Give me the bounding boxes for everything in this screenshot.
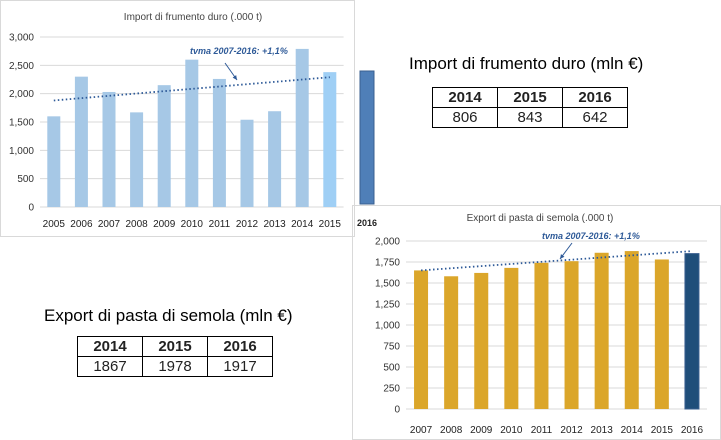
chart-frame (0, 0, 355, 237)
table-header-row: 2014 2015 2016 (77, 336, 273, 357)
y-tick-label: 1,250 (375, 300, 400, 311)
x-tick-label: 2007 (410, 425, 433, 436)
x-tick-label: 2011 (209, 219, 231, 230)
bar-2014 (624, 251, 639, 409)
y-tick-label: 0 (28, 203, 34, 214)
bar-2013 (268, 111, 282, 207)
bar-2015 (323, 72, 337, 207)
export-tonnage-chart: Export di pasta di semola (.000 t) 0 250 50… (352, 205, 721, 440)
x-tick-label: 2011 (531, 425, 553, 436)
x-tick-label: 2012 (560, 425, 583, 436)
y-tick-label: 250 (383, 384, 400, 395)
y-tick-label: 1,500 (9, 118, 34, 129)
x-tick-label: 2014 (621, 425, 644, 436)
trend-arrowhead (560, 254, 565, 259)
x-tick-label: 2012 (236, 219, 259, 230)
trend-label: tvma 2007-2016: +1,1% (542, 231, 640, 241)
value-cell: 1917 (207, 356, 273, 377)
bar-2009 (474, 272, 489, 409)
bar-2008 (130, 112, 144, 207)
year-cell: 2014 (77, 336, 143, 357)
bar-2009 (157, 85, 171, 207)
trend-arrowhead (232, 75, 237, 80)
bar-2007 (414, 270, 429, 409)
x-tick-label: 2006 (70, 219, 93, 230)
bar-2012 (240, 119, 254, 207)
x-tick-label: 2016 (681, 425, 704, 436)
x-tick-label: 2014 (291, 219, 314, 230)
year-cell: 2014 (432, 87, 498, 108)
bar-2007 (102, 91, 116, 207)
year-cell: 2016 (207, 336, 273, 357)
bar-2016 (359, 70, 375, 205)
bar-2015 (654, 259, 669, 409)
y-tick-label: 1,000 (375, 321, 400, 332)
value-cell: 1978 (142, 356, 208, 377)
year-cell: 2015 (142, 336, 208, 357)
x-tick-label: 2008 (125, 219, 148, 230)
import-value-title: Import di frumento duro (mln €) (409, 54, 644, 73)
y-tick-label: 2,000 (375, 237, 400, 248)
bar-2010 (504, 267, 519, 409)
export-value-table: 2014 2015 2016 1867 1978 1917 (77, 336, 273, 377)
trend-label: tvma 2007-2016: +1,1% (190, 46, 288, 56)
x-tick-label: 2007 (98, 219, 121, 230)
y-tick-label: 2,000 (9, 89, 34, 100)
y-tick-label: 0 (394, 405, 400, 416)
export-value-title: Export di pasta di semola (mln €) (44, 306, 293, 325)
bar-2008 (444, 276, 459, 409)
bar-2011 (212, 78, 226, 207)
x-tick-label: 2009 (153, 219, 176, 230)
bar-2014 (295, 48, 309, 208)
value-cell: 806 (432, 107, 498, 128)
table-header-row: 2014 2015 2016 (432, 87, 628, 108)
y-tick-label: 750 (383, 342, 400, 353)
y-tick-label: 500 (383, 363, 400, 374)
trend-line (420, 250, 693, 272)
x-tick-label: 2016 (357, 218, 377, 228)
y-tick-label: 1,500 (375, 279, 400, 290)
x-tick-label: 2010 (181, 219, 204, 230)
import-tonnage-chart: Import di frumento duro (.000 t) 0 500 1,00… (0, 0, 377, 237)
x-tick-label: 2015 (651, 425, 674, 436)
x-tick-label: 2010 (500, 425, 523, 436)
bar-2011 (534, 262, 549, 409)
bar-2010 (185, 59, 199, 207)
y-tick-label: 1,000 (9, 146, 34, 157)
bar-2006 (74, 76, 88, 208)
value-cell: 843 (497, 107, 563, 128)
bar-2016 (684, 253, 700, 410)
chart-title: Export di pasta di semola (.000 t) (467, 213, 614, 224)
table-row: 806 843 642 (432, 107, 628, 128)
y-tick-label: 500 (17, 174, 34, 185)
x-tick-label: 2013 (591, 425, 614, 436)
x-tick-label: 2009 (470, 425, 493, 436)
x-tick-label: 2008 (440, 425, 463, 436)
x-tick-label: 2013 (263, 219, 286, 230)
x-tick-label: 2005 (43, 219, 66, 230)
y-tick-label: 2,500 (9, 61, 34, 72)
table-row: 1867 1978 1917 (77, 356, 273, 377)
chart-title: Import di frumento duro (.000 t) (124, 12, 262, 23)
value-cell: 642 (562, 107, 628, 128)
bar-2005 (47, 116, 61, 207)
import-value-table: 2014 2015 2016 806 843 642 (432, 87, 628, 128)
bar-2012 (564, 261, 579, 409)
year-cell: 2016 (562, 87, 628, 108)
y-tick-label: 1,750 (375, 258, 400, 269)
bar-2013 (594, 252, 609, 409)
year-cell: 2015 (497, 87, 563, 108)
value-cell: 1867 (77, 356, 143, 377)
y-tick-label: 3,000 (9, 33, 34, 44)
x-tick-label: 2015 (319, 219, 342, 230)
